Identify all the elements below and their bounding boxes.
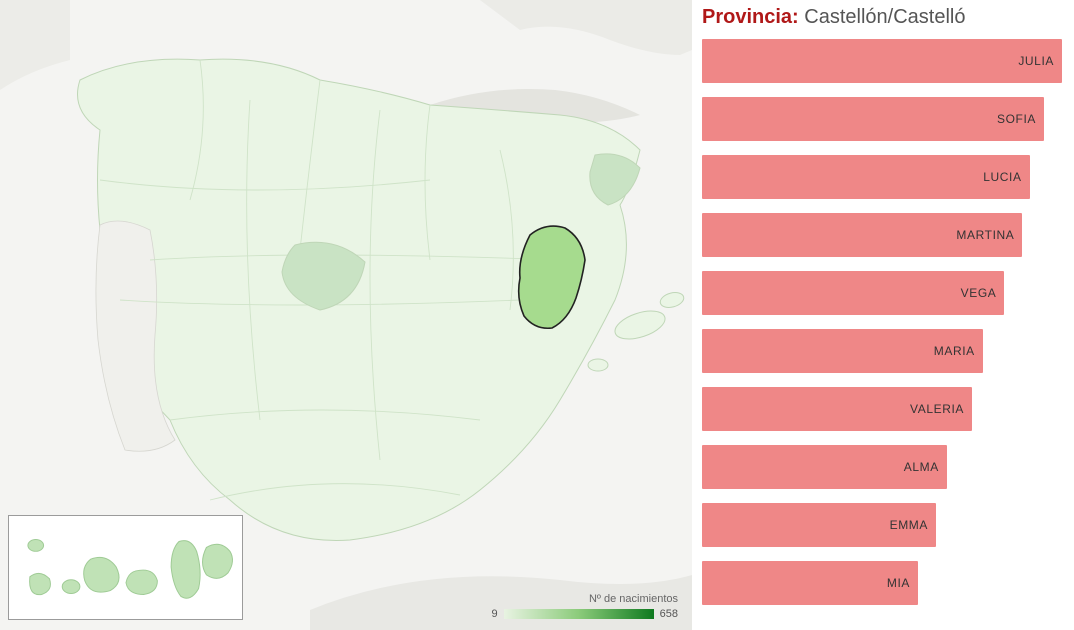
bar[interactable]: ALMA	[702, 445, 947, 489]
bar-row[interactable]: VALERIA	[702, 387, 1062, 431]
legend-gradient	[504, 609, 654, 619]
bar-label: LUCIA	[983, 170, 1021, 184]
map-legend: Nº de nacimientos 9 658	[492, 593, 678, 620]
bar-label: JULIA	[1018, 54, 1054, 68]
canary-map[interactable]	[9, 516, 242, 619]
bar[interactable]: VALERIA	[702, 387, 972, 431]
bar[interactable]: MARTINA	[702, 213, 1022, 257]
bar[interactable]: SOFIA	[702, 97, 1044, 141]
bar-label: MARTINA	[956, 228, 1014, 242]
bar-label: MIA	[887, 576, 910, 590]
bar-label: MARIA	[934, 344, 975, 358]
bar-row[interactable]: MARTINA	[702, 213, 1062, 257]
bar-label: VALERIA	[910, 402, 964, 416]
bar[interactable]: JULIA	[702, 39, 1062, 83]
bar-row[interactable]: EMMA	[702, 503, 1062, 547]
bar-row[interactable]: JULIA	[702, 39, 1062, 83]
bar-row[interactable]: MARIA	[702, 329, 1062, 373]
canary-islands-inset	[8, 515, 243, 620]
bar-label: VEGA	[961, 286, 997, 300]
bar[interactable]: MARIA	[702, 329, 983, 373]
bar-row[interactable]: MIA	[702, 561, 1062, 605]
map-panel: Nº de nacimientos 9 658	[0, 0, 692, 630]
bar-row[interactable]: VEGA	[702, 271, 1062, 315]
legend-title: Nº de nacimientos	[492, 593, 678, 605]
bar-label: EMMA	[890, 518, 928, 532]
legend-max: 658	[660, 608, 678, 620]
header-sep: :	[792, 6, 804, 28]
bar[interactable]: LUCIA	[702, 155, 1030, 199]
bar-label: ALMA	[904, 460, 939, 474]
chart-header: Provincia: Castellón/Castelló	[702, 6, 1062, 29]
bar-row[interactable]: ALMA	[702, 445, 1062, 489]
legend-min: 9	[492, 608, 498, 620]
chart-panel: Provincia: Castellón/Castelló JULIA SOFIA…	[692, 0, 1074, 630]
bar[interactable]: MIA	[702, 561, 918, 605]
header-label: Provincia	[702, 6, 792, 28]
bar-label: SOFIA	[997, 112, 1036, 126]
bar[interactable]: VEGA	[702, 271, 1004, 315]
bar-chart: JULIA SOFIA LUCIA MARTINA VEGA MARIA VALERIA AL…	[702, 39, 1062, 605]
bar[interactable]: EMMA	[702, 503, 936, 547]
bar-row[interactable]: SOFIA	[702, 97, 1062, 141]
bar-row[interactable]: LUCIA	[702, 155, 1062, 199]
root: Nº de nacimientos 9 658 Provincia: Caste…	[0, 0, 1074, 630]
header-value: Castellón/Castelló	[804, 6, 965, 28]
